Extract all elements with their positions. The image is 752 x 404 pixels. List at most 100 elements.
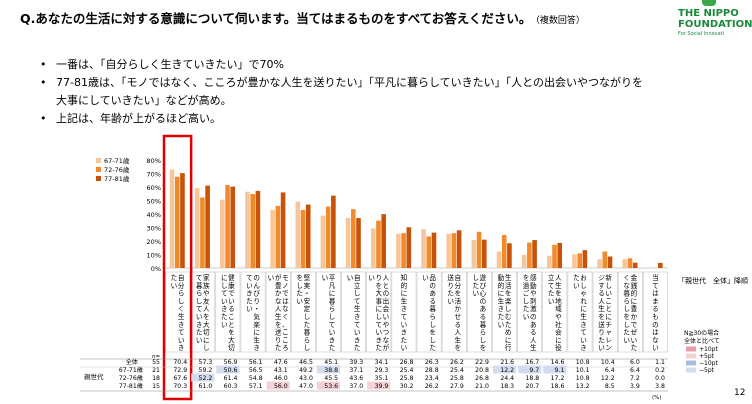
bar — [557, 242, 563, 268]
category-label-box — [617, 271, 643, 353]
table-cell: 25.8 — [450, 375, 464, 382]
category-label: 自分らしく生きていきたい — [171, 273, 185, 352]
table-n-value: 55 — [152, 359, 160, 366]
category-label: 当てはまるものはない — [652, 273, 659, 352]
table-cell: 59.2 — [199, 367, 213, 374]
table-cell: 13.2 — [576, 383, 590, 390]
bar — [572, 254, 577, 268]
table-cell: 1.1 — [655, 359, 665, 366]
table-cell: 3.9 — [630, 383, 640, 390]
bullet-2: 77-81歳は、「モノではなく、こころが豊かな人生を送りたい」「平凡に暮らしてい… — [40, 74, 643, 92]
table-cell: 46.5 — [299, 359, 313, 366]
table-n-value: 18 — [152, 375, 160, 382]
table-cell: 26.8 — [400, 359, 414, 366]
table-cell: 60.3 — [224, 383, 238, 390]
bar — [194, 188, 200, 268]
table-cell: 45.1 — [324, 359, 338, 366]
bar — [547, 255, 552, 268]
question-note: （複数回答） — [535, 16, 585, 26]
category-label-box — [492, 271, 517, 353]
table-cell: 21.0 — [475, 383, 489, 390]
y-tick-label: 60% — [147, 184, 161, 192]
table-cell-highlight — [492, 365, 517, 374]
table-cell: 18.6 — [551, 383, 565, 390]
page-number: 12 — [734, 388, 746, 398]
bar — [169, 169, 175, 268]
bar — [401, 233, 406, 268]
category-label: のんびり・気楽に生きていきたい — [246, 274, 260, 352]
table-cell: 25.4 — [450, 367, 464, 374]
bar — [481, 239, 487, 268]
table-cell: 6.4 — [605, 367, 615, 374]
category-label: 平凡に暮らしていきたい — [322, 274, 336, 352]
legend-swatch — [96, 167, 101, 172]
legend-label: 67-71歳 — [104, 156, 130, 165]
category-label: 新しいことにチャレンジする人生を送りたい — [598, 273, 612, 352]
table-cell: 10.4 — [601, 359, 615, 366]
legend-swatch — [96, 176, 101, 181]
table-cell: 52.2 — [199, 375, 213, 382]
bar — [471, 239, 477, 268]
category-label: 品のある暮らしをしたい — [422, 274, 436, 352]
table-cell: 46.0 — [274, 375, 288, 382]
sort-note: 「親世代 全体」降順 — [678, 276, 748, 285]
table-cell: 47.0 — [299, 383, 313, 390]
category-label: 人との出会いやつながりを大事にしていきたい — [368, 274, 389, 352]
category-label: 自分を活かせる人生を送りたい — [447, 273, 461, 352]
table-cell: 25.4 — [400, 367, 414, 374]
bar — [250, 194, 256, 268]
table-cell: 39.3 — [349, 359, 363, 366]
category-label-box — [467, 271, 492, 353]
logo-mark — [702, 0, 716, 6]
table-row-label: 全体 — [126, 358, 139, 366]
table-cell: 10.8 — [576, 375, 590, 382]
bar — [627, 258, 633, 268]
table-cell: 3.8 — [655, 383, 665, 390]
table-cell-highlight — [316, 365, 341, 374]
table-cell: 43.0 — [299, 375, 313, 382]
bar — [406, 227, 412, 268]
bar — [376, 220, 381, 268]
key-label: −5pt — [699, 367, 715, 374]
category-label-box — [416, 271, 442, 353]
table-group-label: 親世代 — [84, 372, 104, 381]
bar — [270, 209, 275, 268]
table-cell: 28.8 — [425, 367, 439, 374]
key-title: N≧30の場合 — [684, 329, 719, 337]
table-cell-highlight — [518, 365, 542, 374]
bar — [225, 185, 230, 268]
category-label: おしゃれに生きていきたい — [573, 274, 587, 352]
bar — [331, 195, 336, 268]
category-label: 金銭的に豊かでぜいたくな暮らしをしたい — [623, 273, 637, 352]
category-label: 生活を楽しむために行動的に生きたい — [498, 273, 512, 352]
table-cell: 37.0 — [349, 383, 363, 390]
table-cell: 43.1 — [274, 367, 288, 374]
key-swatch — [686, 360, 696, 366]
table-cell-highlight — [543, 365, 567, 374]
bar — [245, 191, 250, 268]
table-pct-unit: (%) — [652, 395, 662, 401]
bar — [220, 199, 225, 268]
table-cell: 0.2 — [655, 367, 665, 374]
table-cell: 12.2 — [601, 375, 615, 382]
bar — [577, 253, 582, 268]
table-cell: 18.3 — [500, 383, 514, 390]
bar — [300, 209, 306, 268]
category-label-box — [265, 271, 291, 353]
key-swatch — [686, 353, 696, 359]
table-cell: 70.3 — [173, 383, 187, 390]
category-label-box — [316, 271, 341, 353]
table-cell: 12.2 — [500, 367, 514, 374]
table-cell: 67.6 — [173, 375, 187, 382]
y-tick-label: 10% — [147, 252, 161, 260]
table-cell: 10.1 — [576, 367, 590, 374]
table-cell: 54.8 — [249, 375, 263, 382]
question-title: Q.あなたの生活に対する意識について伺います。当てはまるものをすべてお答えくださ… — [20, 11, 585, 26]
table-cell: 70.4 — [173, 359, 187, 366]
bar — [507, 243, 512, 268]
table-cell: 38.8 — [324, 367, 338, 374]
key-label: −10pt — [699, 360, 718, 367]
table-cell: 9.7 — [529, 367, 539, 374]
table-cell: 26.2 — [450, 359, 464, 366]
